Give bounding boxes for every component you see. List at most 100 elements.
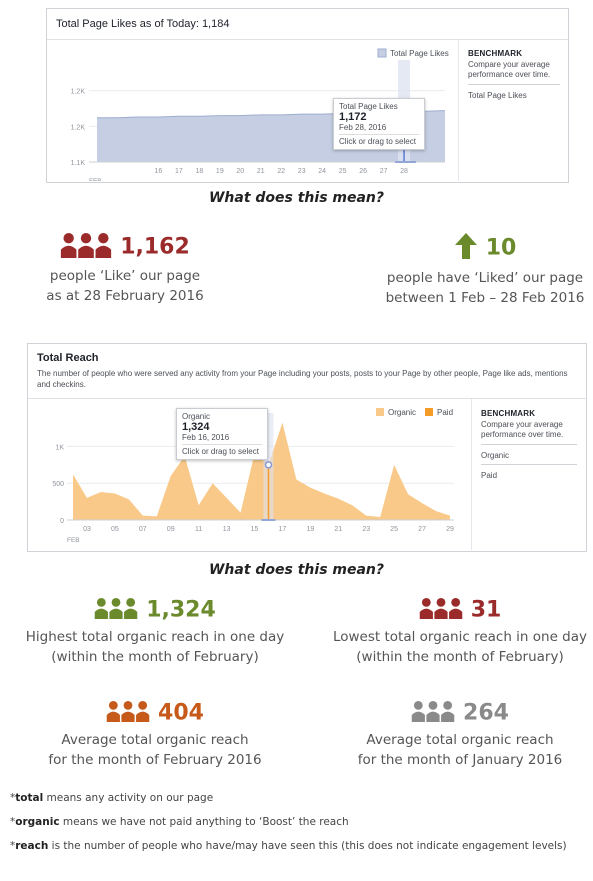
organic-area	[73, 422, 450, 520]
divider	[468, 84, 560, 85]
person-head	[81, 233, 92, 244]
up-arrow-icon	[454, 232, 478, 264]
x-tick-label: 23	[362, 526, 370, 533]
x-tick-label: 18	[195, 168, 203, 175]
person-head	[436, 598, 446, 607]
question-1: What does this mean?	[208, 190, 385, 206]
divider	[458, 40, 459, 181]
benchmark-item-total-page-likes[interactable]: Total Page Likes	[468, 91, 527, 100]
x-tick-label: 05	[111, 526, 119, 533]
x-tick-label: 21	[257, 168, 265, 175]
person-body	[94, 608, 109, 619]
stat-description: people ‘Like’ our page as at 28 February…	[46, 268, 204, 304]
reach-chart[interactable]: 0 500 1K 03 05 07 09 11 13 15 17 19 21 23 25 27 29 FEB Org…	[28, 399, 471, 550]
person-body	[124, 608, 138, 619]
tooltip-action[interactable]: Click or drag to select	[339, 134, 419, 146]
stat-likes-new: 10 people have ‘Liked’ our page between …	[370, 232, 593, 308]
x-tick-label: 24	[318, 168, 326, 175]
footnote-text: is the number of people who have/may hav…	[48, 840, 567, 852]
stat-average-jan: 264 Average total organic reach for the …	[315, 700, 593, 770]
footnote-text: means any activity on our page	[43, 792, 214, 804]
divider	[471, 399, 472, 550]
person-head	[98, 233, 109, 244]
tooltip-series: Organic	[182, 412, 211, 421]
x-tick-label: 20	[236, 168, 244, 175]
person-body	[136, 711, 150, 722]
stat-highest-reach: 1,324 Highest total organic reach in one…	[10, 597, 300, 667]
stat-description: Average total organic reach for the mont…	[357, 732, 563, 768]
x-tick-label: 26	[359, 168, 367, 175]
y-tick-label: 1.1K	[71, 160, 86, 167]
person-head	[126, 598, 136, 607]
person-head	[421, 598, 431, 607]
benchmark-item-paid[interactable]: Paid	[481, 471, 498, 480]
highlight-point	[264, 461, 273, 469]
person-body	[109, 608, 123, 619]
people-icon	[419, 597, 463, 623]
person-body	[448, 608, 462, 619]
x-tick-label: 07	[139, 526, 147, 533]
x-tick-label: 19	[306, 526, 314, 533]
footnote-total: *total means any activity on our page	[10, 792, 214, 804]
divider	[28, 398, 586, 399]
stat-description: Average total organic reach for the mont…	[48, 732, 262, 768]
x-tick-label: 19	[216, 168, 224, 175]
stat-value: 264	[463, 700, 509, 726]
reach-panel-subtitle: The number of people who were served any…	[37, 369, 568, 389]
x-month-label: FEB	[67, 537, 80, 544]
person-body	[426, 711, 440, 722]
y-tick-label: 0	[60, 518, 64, 525]
footnote-text: means we have not paid anything to ‘Boos…	[59, 816, 349, 828]
reach-benchmark: BENCHMARK Compare your average performan…	[481, 409, 577, 480]
x-tick-label: 03	[83, 526, 91, 533]
stat-description: people have ‘Liked’ our page between 1 F…	[385, 270, 585, 306]
benchmark-title: BENCHMARK	[468, 49, 523, 58]
legend-label: Organic	[388, 408, 416, 417]
people-icon	[94, 597, 138, 623]
likes-tooltip: Total Page Likes 1,172 Feb 28, 2016 Clic…	[333, 98, 425, 150]
tooltip-value: 1,324	[182, 421, 210, 433]
tooltip-action[interactable]: Click or drag to select	[182, 444, 262, 456]
stat-description: Lowest total organic reach in one day (w…	[332, 629, 588, 665]
person-head	[97, 598, 106, 607]
legend-swatch	[425, 408, 433, 416]
stat-value: 404	[158, 700, 204, 726]
x-tick-label: 27	[418, 526, 426, 533]
x-tick-label: 15	[251, 526, 259, 533]
legend-swatch	[376, 408, 384, 416]
x-tick-label: 13	[223, 526, 231, 533]
tooltip-date: Feb 28, 2016	[339, 123, 387, 132]
person-body	[411, 711, 425, 722]
stat-average-feb: 404 Average total organic reach for the …	[10, 700, 300, 770]
x-tick-label: 27	[380, 168, 388, 175]
likes-benchmark: BENCHMARK Compare your average performan…	[468, 49, 560, 100]
likes-panel: Total Page Likes as of Today: 1,184 1.1K…	[46, 8, 569, 183]
x-month-label: FEB	[89, 178, 102, 181]
divider	[47, 39, 568, 40]
question-2: What does this mean?	[208, 562, 385, 578]
stat-value: 31	[470, 597, 502, 623]
stat-value: 1,162	[120, 234, 190, 260]
benchmark-title: BENCHMARK	[481, 409, 536, 418]
person-body	[78, 245, 95, 258]
person-head	[443, 701, 453, 710]
person-head	[63, 233, 75, 244]
x-tick-label: 11	[195, 526, 202, 533]
person-head	[108, 701, 118, 710]
person-head	[111, 598, 121, 607]
benchmark-description: Compare your average performance over ti…	[481, 420, 564, 439]
person-head	[413, 701, 423, 710]
x-tick-label: 16	[155, 168, 163, 175]
stat-likes-total: 1,162 people ‘Like’ our page as at 28 Fe…	[10, 232, 240, 306]
people-icon	[106, 700, 150, 726]
reach-panel-title: Total Reach	[37, 352, 99, 364]
divider	[481, 444, 577, 445]
benchmark-item-organic[interactable]: Organic	[481, 451, 510, 460]
tooltip-series: Total Page Likes	[339, 102, 398, 111]
stat-lowest-reach: 31 Lowest total organic reach in one day…	[315, 597, 593, 667]
person-head	[138, 701, 148, 710]
tooltip-date: Feb 16, 2016	[182, 433, 230, 442]
x-tick-label: 17	[175, 168, 183, 175]
people-icon	[60, 232, 112, 262]
footnote-term: organic	[15, 816, 60, 828]
